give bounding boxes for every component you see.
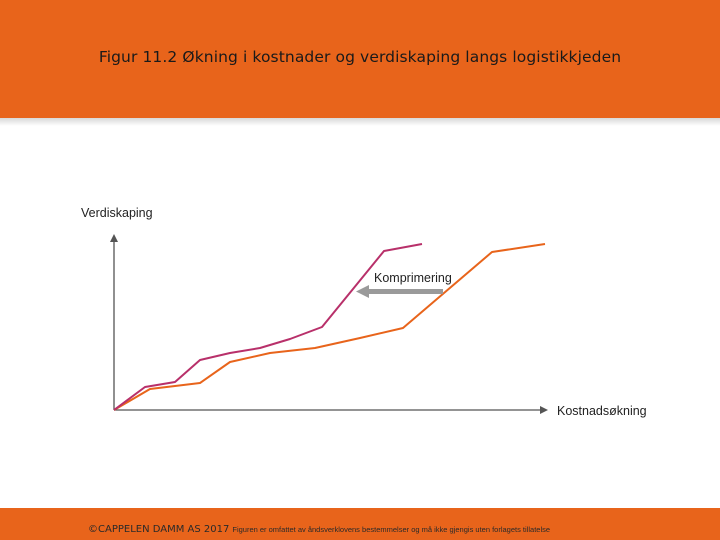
footer-bar: ©CAPPELEN DAMM AS 2017 Figuren er omfatte… <box>0 508 720 540</box>
header-shadow <box>0 118 720 126</box>
compression-label: Komprimering <box>374 271 452 285</box>
header-bar <box>0 0 720 118</box>
x-axis-label: Kostnadsøkning <box>557 404 647 418</box>
compressed-chain-line <box>113 243 423 411</box>
original-chain-line <box>113 243 546 411</box>
left-arrow-icon <box>356 285 443 298</box>
y-axis-label: Verdiskaping <box>81 206 153 220</box>
footer-text: ©CAPPELEN DAMM AS 2017 Figuren er omfatte… <box>88 519 550 537</box>
footer-copyright: ©CAPPELEN DAMM AS 2017 <box>88 524 230 535</box>
footer-note: Figuren er omfattet av åndsverklovens be… <box>232 525 551 534</box>
slide-title: Figur 11.2 Økning i kostnader og verdisk… <box>98 48 622 66</box>
